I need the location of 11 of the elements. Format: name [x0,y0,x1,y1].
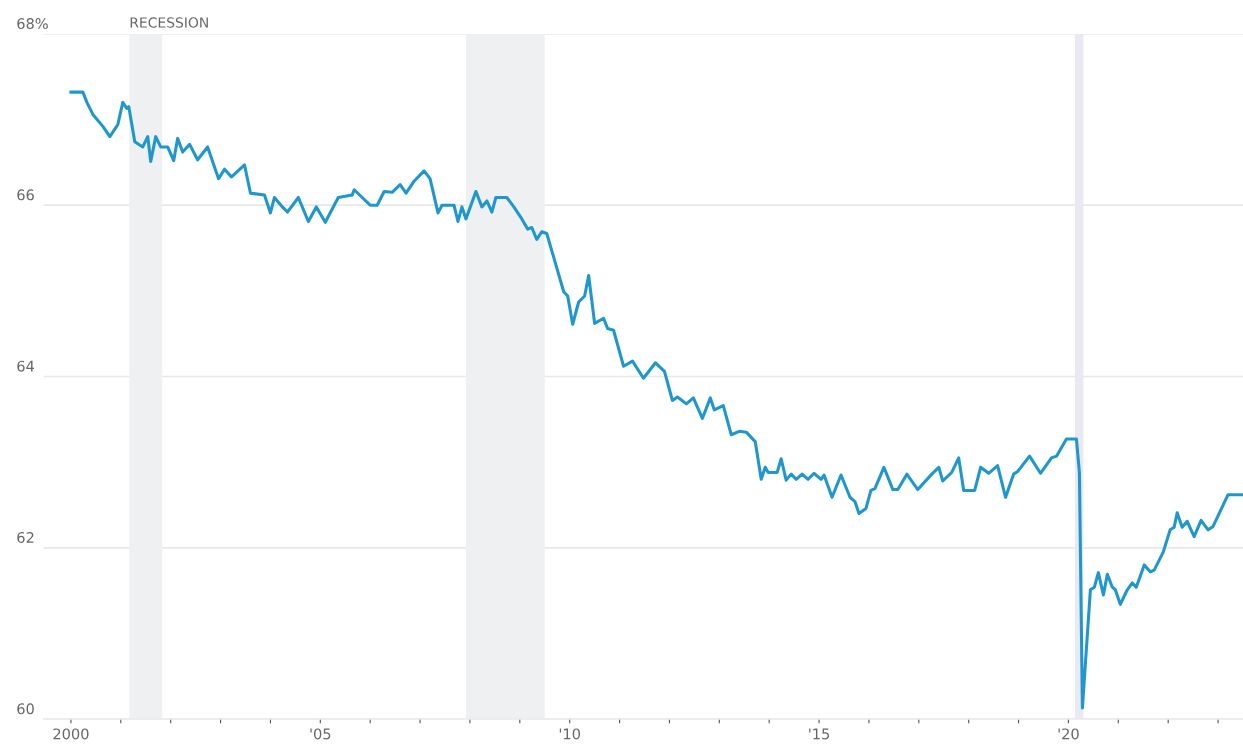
x-tick-label: '10 [559,728,580,740]
y-tick-label: 68% [17,18,48,30]
x-tick-label: '15 [809,728,830,740]
y-tick-label: 60 [17,703,34,715]
x-tick-label: 2000 [53,728,89,740]
x-tick-label: '05 [310,728,331,740]
y-tick-label: 62 [17,531,34,543]
x-tick-label: '20 [1058,728,1079,740]
y-tick-label: 66 [17,189,34,201]
y-tick-label: 64 [17,360,35,372]
band-label: RECESSION [130,17,208,28]
